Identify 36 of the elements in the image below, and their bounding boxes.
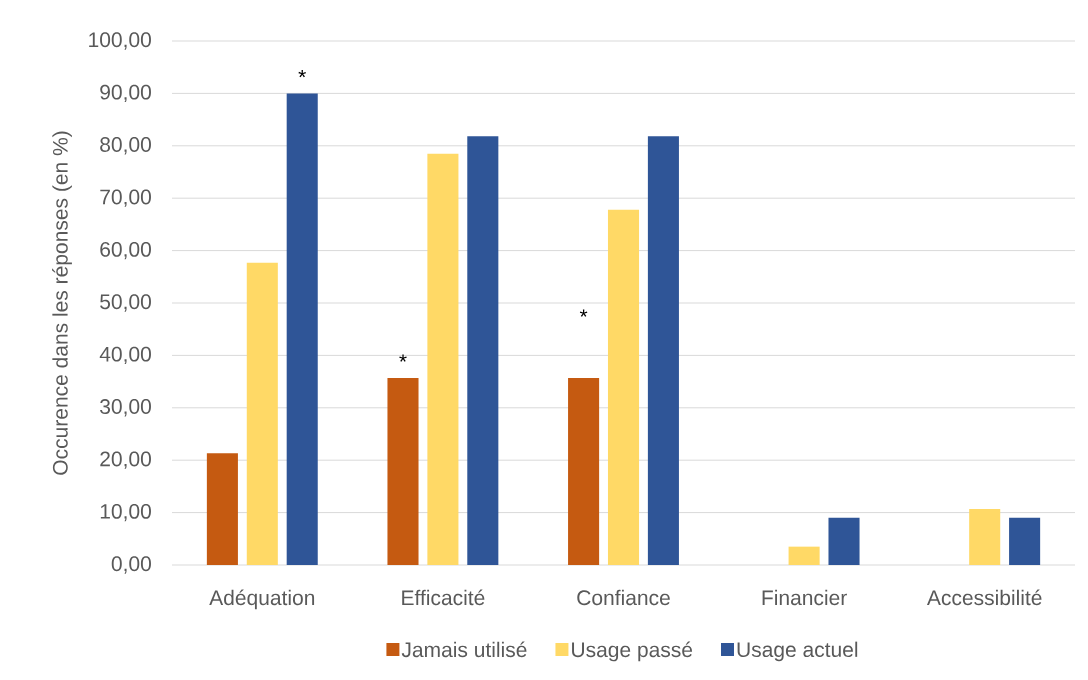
x-tick-label: Accessibilité (926, 589, 1042, 606)
y-tick-label: 0,00 (111, 556, 151, 574)
annotation: * (579, 309, 588, 317)
bar (788, 546, 820, 565)
bar (246, 262, 278, 565)
bar (467, 136, 499, 565)
bar (286, 93, 318, 565)
bar (828, 517, 860, 565)
x-tick-label: Financier (762, 589, 847, 606)
annotation: * (399, 354, 407, 362)
y-tick-label: 90,00 (100, 84, 151, 103)
y-tick-label: 60,00 (100, 241, 151, 260)
bar (969, 508, 1001, 565)
bar (387, 377, 419, 565)
y-tick-label: 20,00 (100, 451, 151, 469)
y-tick-label: 10,00 (100, 503, 151, 522)
x-tick-label: Efficacité (402, 589, 485, 606)
bar (1009, 517, 1041, 565)
y-tick-label: 30,00 (100, 399, 151, 417)
y-tick-label: 70,00 (100, 189, 151, 207)
x-tick-label: Adéquation (209, 589, 315, 610)
bar (568, 377, 600, 565)
bar (427, 153, 459, 565)
bar (206, 453, 238, 565)
legend-label: Usage passé (572, 641, 693, 662)
y-tick-label: 50,00 (100, 294, 151, 312)
y-tick-label: 40,00 (99, 346, 151, 365)
bar (647, 136, 679, 565)
annotation: * (298, 69, 306, 78)
y-axis-title: Occurence dans les réponses (en %) (52, 131, 72, 475)
y-tick-label: 100,00 (89, 32, 151, 50)
legend-label: Jamais utilisé (401, 641, 527, 658)
bar (607, 209, 640, 565)
y-tick-label: 80,00 (100, 137, 151, 155)
legend-label: Usage actuel (737, 641, 858, 662)
x-tick-label: Confiance (577, 589, 670, 606)
